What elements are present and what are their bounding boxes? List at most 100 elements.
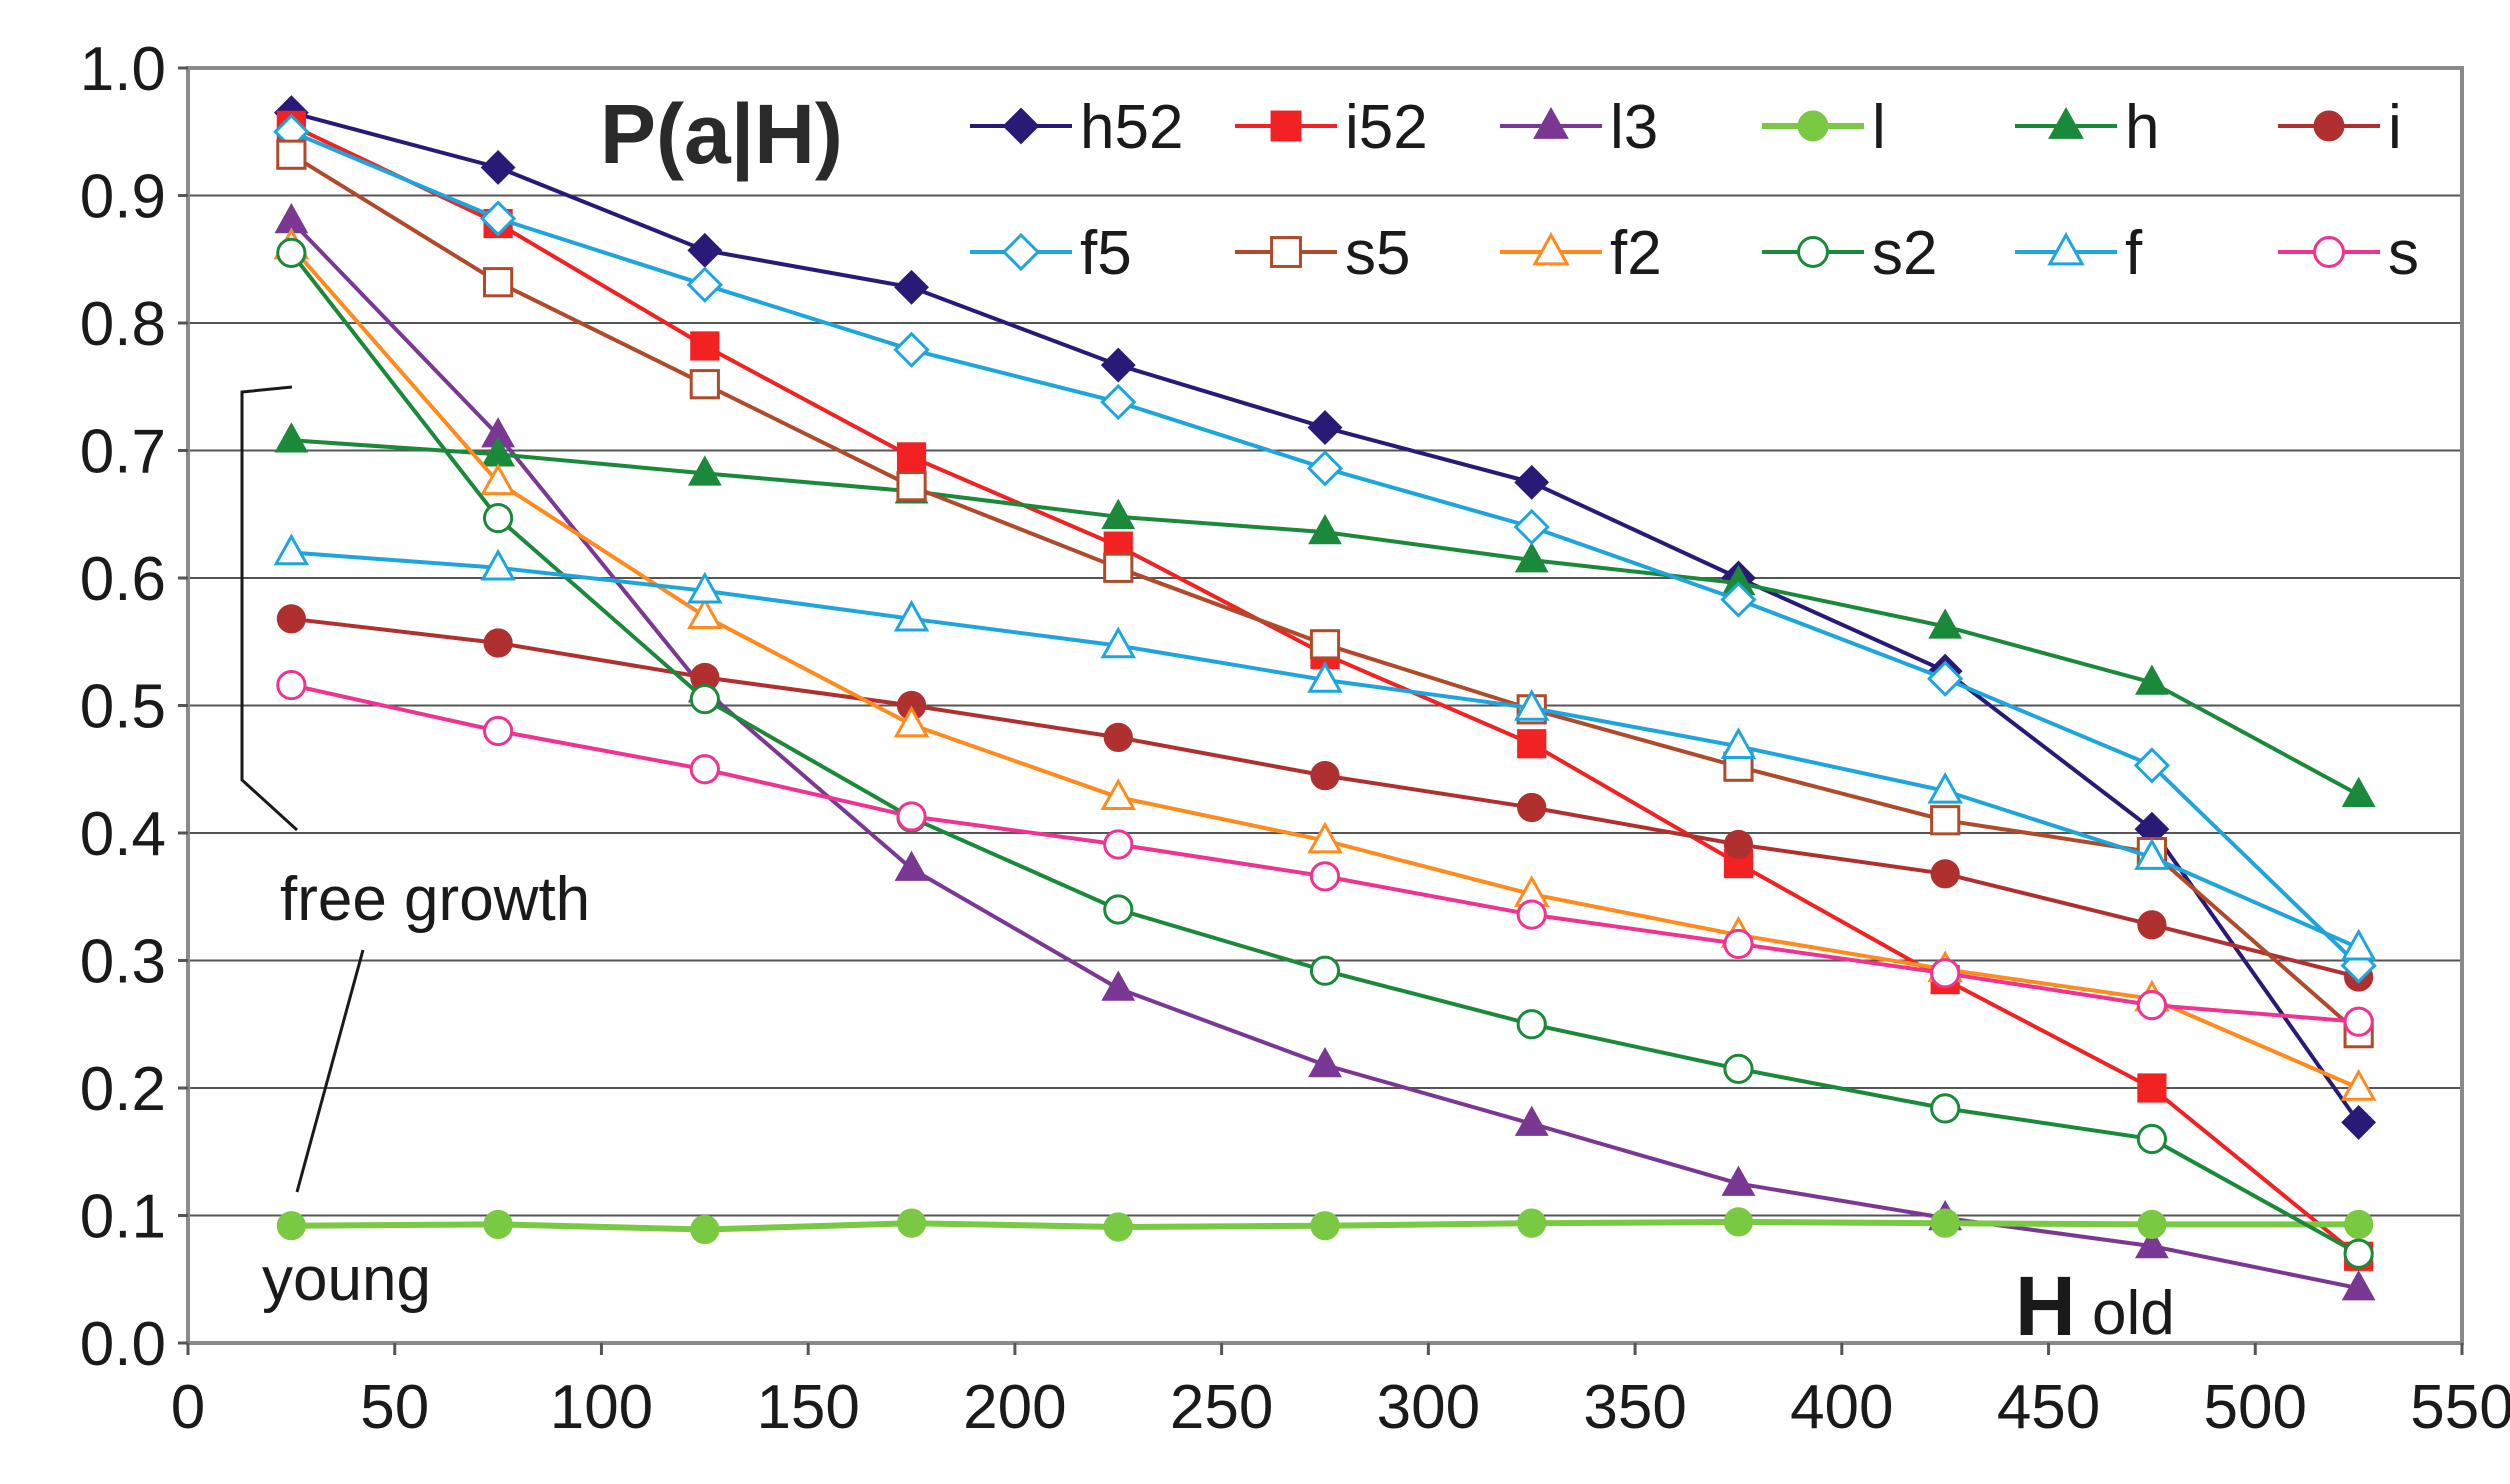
data-point-f: [1927, 771, 1963, 804]
data-point-s: [482, 715, 514, 747]
data-point-h52: [687, 232, 723, 268]
data-point-f5: [479, 200, 517, 237]
data-point-s: [1516, 899, 1547, 930]
data-point-s: [276, 670, 307, 701]
y-tick-label: 0.3: [80, 928, 166, 997]
data-point-f: [2340, 928, 2377, 961]
legend-item-f: f: [2015, 219, 2143, 288]
data-point-l: [1103, 1212, 1133, 1242]
legend-label-s: s: [2388, 219, 2419, 288]
data-point-i52: [2137, 1073, 2167, 1103]
data-point-f: [273, 533, 310, 566]
data-point-f: [1100, 626, 1137, 659]
legend-item-h52: h52: [970, 93, 1183, 162]
legend-item-f5: f5: [970, 219, 1132, 288]
data-point-f5: [2133, 747, 2171, 784]
data-point-f2: [1100, 778, 1137, 810]
data-point-s5: [689, 369, 720, 400]
y-tick-label: 0.1: [80, 1183, 166, 1252]
data-point-s: [1723, 928, 1754, 960]
legend-marker-h: [2048, 106, 2084, 139]
annotation-old: old: [2092, 1279, 2175, 1348]
x-tick-label: 450: [1997, 1373, 2100, 1442]
data-point-h52: [1100, 347, 1136, 383]
data-point-f2: [1307, 821, 1343, 854]
data-point-l3: [1514, 1105, 1549, 1136]
data-point-f: [1720, 727, 1757, 759]
young-pointer-line: [295, 949, 365, 1193]
annotation-young: young: [262, 1245, 431, 1314]
x-tick-label: 50: [360, 1373, 429, 1442]
series-h: [274, 422, 2376, 807]
y-tick-label: 0.6: [80, 545, 166, 614]
data-point-s: [1309, 861, 1341, 892]
data-point-h: [2341, 776, 2376, 807]
legend-marker-f: [2047, 231, 2085, 266]
legend-label-l: l: [1872, 93, 1886, 162]
data-point-f5: [686, 266, 723, 303]
data-point-h: [1928, 608, 1963, 639]
series-l: [276, 1207, 2374, 1245]
y-tick-label: 0.7: [80, 418, 166, 487]
series-s: [276, 670, 2374, 1037]
y-tick-label: 0.4: [80, 800, 166, 869]
x-axis-label: H: [2015, 1259, 2076, 1353]
data-point-h52: [1307, 410, 1343, 445]
data-point-s2: [1516, 1009, 1547, 1040]
data-point-s2: [1930, 1093, 1961, 1124]
data-point-f: [1307, 660, 1343, 693]
data-point-h: [2135, 664, 2169, 695]
data-point-l: [690, 1214, 720, 1245]
data-point-f2: [893, 705, 930, 738]
legend-item-l3: l3: [1500, 93, 1658, 162]
data-point-i: [1930, 859, 1960, 889]
legend-item-h: h: [2015, 93, 2159, 162]
data-point-l3: [2341, 1270, 2376, 1301]
data-point-l: [2344, 1209, 2374, 1240]
data-point-h52: [1514, 464, 1550, 500]
legend-item-f2: f2: [1500, 219, 1662, 288]
data-point-h: [274, 422, 309, 453]
legend-item-i: i: [2278, 93, 2402, 162]
data-point-l: [896, 1208, 927, 1238]
data-point-h52: [480, 150, 516, 185]
legend-marker-h52: [1002, 107, 1040, 145]
data-point-s: [2136, 990, 2168, 1021]
data-point-f: [687, 571, 723, 604]
data-point-s2: [482, 502, 514, 534]
x-tick-label: 150: [756, 1373, 859, 1442]
chart-title: P(a|H): [600, 87, 843, 182]
series-i: [276, 604, 2374, 992]
data-point-s2: [1309, 955, 1341, 986]
y-tick-label: 0.0: [80, 1310, 166, 1379]
legend-marker-s: [2313, 236, 2345, 268]
legend-item-s: s: [2278, 219, 2419, 288]
data-point-i: [483, 628, 513, 658]
legend-item-s2: s2: [1762, 219, 1937, 288]
legend-label-l3: l3: [1610, 93, 1658, 162]
data-point-f2: [2340, 1068, 2377, 1101]
data-point-s2: [689, 684, 720, 715]
series-s5: [276, 139, 2374, 1049]
y-tick-label: 0.8: [80, 290, 166, 359]
data-point-i52: [896, 442, 927, 472]
data-point-l3: [894, 850, 929, 881]
x-tick-label: 0: [171, 1373, 205, 1442]
data-point-h: [687, 455, 722, 486]
legend-marker-s2: [1797, 236, 1829, 268]
y-tick-label: 0.2: [80, 1055, 166, 1124]
legend-label-i52: i52: [1345, 93, 1428, 162]
x-tick-label: 300: [1377, 1373, 1480, 1442]
data-point-f: [1513, 688, 1550, 721]
data-point-i52: [690, 331, 720, 361]
data-point-s2: [2343, 1238, 2374, 1269]
data-point-l: [1517, 1208, 1547, 1238]
x-axis-ticks: 0 50 100 150 200 250 300 350 400 450 500 550: [171, 1343, 2510, 1442]
y-tick-label: 0.5: [80, 673, 166, 742]
data-point-f5: [1513, 508, 1550, 546]
legend-marker-l3: [1533, 106, 1569, 139]
data-point-i52: [1517, 729, 1547, 759]
legend: h52 i52 l3 l h i f5 s5 f2 s2 f s: [970, 93, 2419, 288]
data-point-l3: [1308, 1047, 1342, 1078]
